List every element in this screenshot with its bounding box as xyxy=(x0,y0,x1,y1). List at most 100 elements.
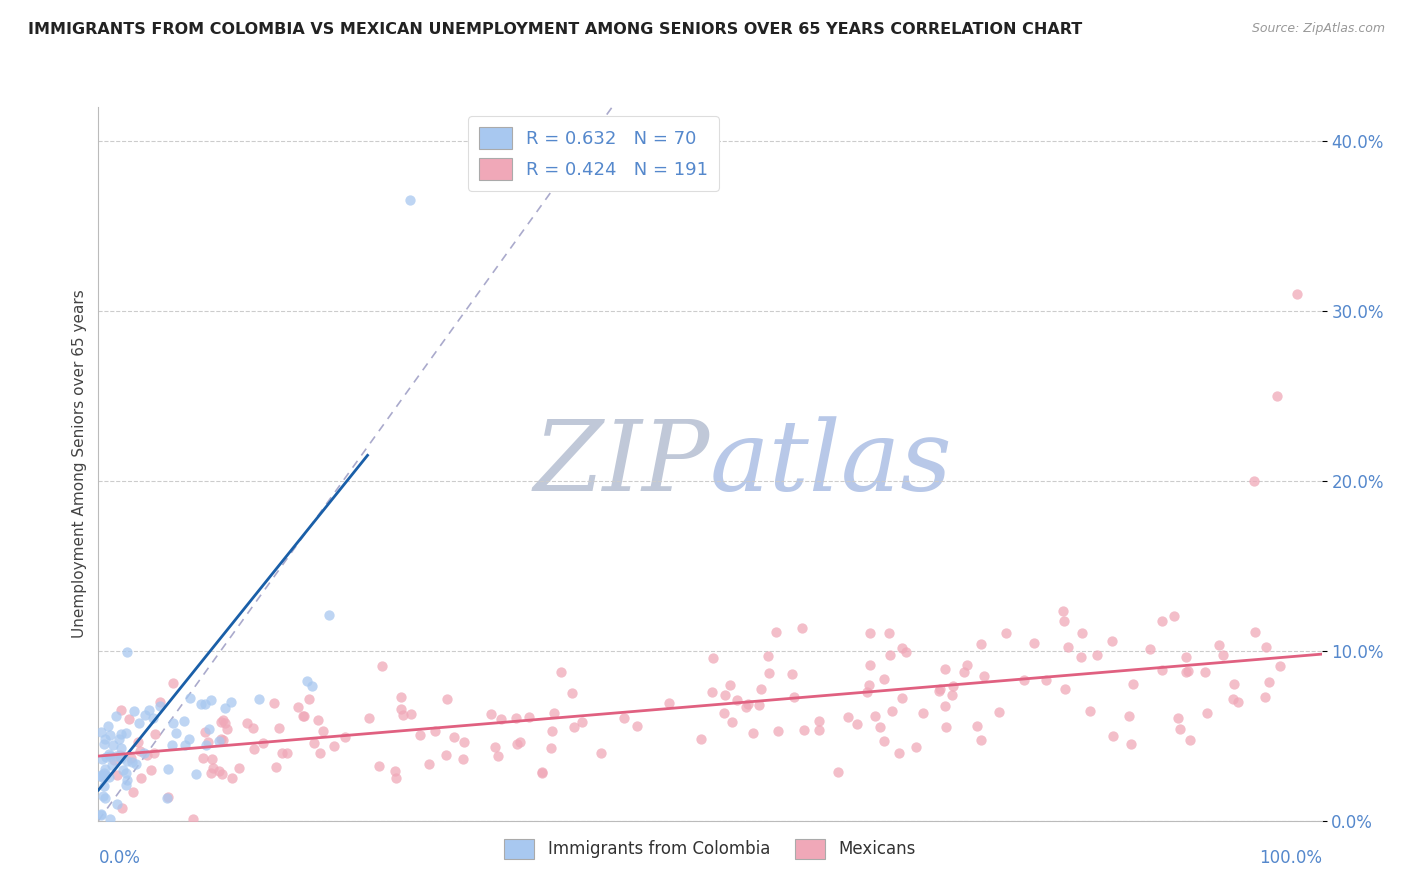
Point xyxy=(115,765,138,780)
Point xyxy=(157,790,180,805)
Point xyxy=(115,772,138,787)
Point xyxy=(873,672,896,686)
Point xyxy=(122,704,145,718)
Point xyxy=(217,722,239,736)
Point xyxy=(1053,682,1076,697)
Point xyxy=(174,738,197,752)
Point xyxy=(242,721,264,735)
Point xyxy=(115,726,138,740)
Point xyxy=(308,746,330,760)
Point xyxy=(117,645,139,659)
Point xyxy=(128,715,150,730)
Point xyxy=(970,732,993,747)
Point xyxy=(399,194,422,208)
Point xyxy=(301,679,323,693)
Point xyxy=(219,695,242,709)
Point xyxy=(94,750,117,764)
Point xyxy=(98,727,121,741)
Text: 0.0%: 0.0% xyxy=(98,849,141,867)
Point xyxy=(399,706,422,721)
Point xyxy=(97,719,120,733)
Text: atlas: atlas xyxy=(710,417,953,511)
Point xyxy=(105,767,128,781)
Point xyxy=(110,741,132,756)
Point xyxy=(793,723,815,737)
Point xyxy=(550,665,572,680)
Point xyxy=(208,734,231,748)
Point xyxy=(956,657,979,672)
Point xyxy=(1194,665,1216,679)
Point xyxy=(160,738,183,752)
Point xyxy=(941,688,963,702)
Point xyxy=(134,707,156,722)
Point xyxy=(894,645,917,659)
Point xyxy=(1286,287,1309,301)
Point xyxy=(953,665,976,679)
Text: ZIP: ZIP xyxy=(534,417,710,511)
Point xyxy=(973,669,995,683)
Point xyxy=(1197,706,1219,720)
Point xyxy=(110,751,132,765)
Point xyxy=(111,763,134,777)
Point xyxy=(247,692,270,706)
Point xyxy=(911,706,934,720)
Point xyxy=(90,725,112,739)
Point xyxy=(1175,665,1198,680)
Point xyxy=(307,713,329,727)
Point xyxy=(489,712,512,726)
Point xyxy=(228,761,250,775)
Point xyxy=(323,739,346,753)
Point xyxy=(211,767,233,781)
Point xyxy=(749,681,772,696)
Point xyxy=(90,769,112,783)
Point xyxy=(221,771,243,785)
Point xyxy=(194,697,217,711)
Point xyxy=(891,691,914,706)
Point xyxy=(436,692,458,706)
Point xyxy=(1012,673,1035,687)
Point xyxy=(1163,609,1185,624)
Point xyxy=(90,807,112,822)
Point xyxy=(807,714,830,729)
Point xyxy=(118,712,141,726)
Point xyxy=(97,747,120,762)
Point xyxy=(1243,474,1265,488)
Point xyxy=(162,715,184,730)
Point xyxy=(1122,677,1144,691)
Point xyxy=(298,692,321,706)
Point xyxy=(734,699,756,714)
Point xyxy=(90,768,112,782)
Point xyxy=(434,748,457,763)
Point xyxy=(882,704,904,718)
Point xyxy=(98,812,121,826)
Point xyxy=(294,709,316,723)
Point xyxy=(208,764,231,779)
Point xyxy=(484,740,506,755)
Point xyxy=(101,738,124,752)
Point xyxy=(212,733,235,747)
Point xyxy=(658,696,681,710)
Point xyxy=(690,732,713,747)
Point xyxy=(111,801,134,815)
Point xyxy=(1022,636,1045,650)
Point xyxy=(890,641,912,656)
Point xyxy=(858,678,880,692)
Point xyxy=(863,709,886,723)
Point xyxy=(780,666,803,681)
Point xyxy=(718,678,741,692)
Point xyxy=(508,735,530,749)
Point xyxy=(1270,659,1292,673)
Point xyxy=(1265,389,1288,403)
Point xyxy=(766,723,789,738)
Point xyxy=(626,719,648,733)
Point xyxy=(562,720,585,734)
Point xyxy=(1177,665,1199,679)
Point xyxy=(389,702,412,716)
Point xyxy=(1208,638,1230,652)
Point xyxy=(193,750,215,764)
Point xyxy=(149,699,172,714)
Point xyxy=(425,723,447,738)
Point xyxy=(235,716,257,731)
Point xyxy=(183,812,205,826)
Point xyxy=(101,757,124,772)
